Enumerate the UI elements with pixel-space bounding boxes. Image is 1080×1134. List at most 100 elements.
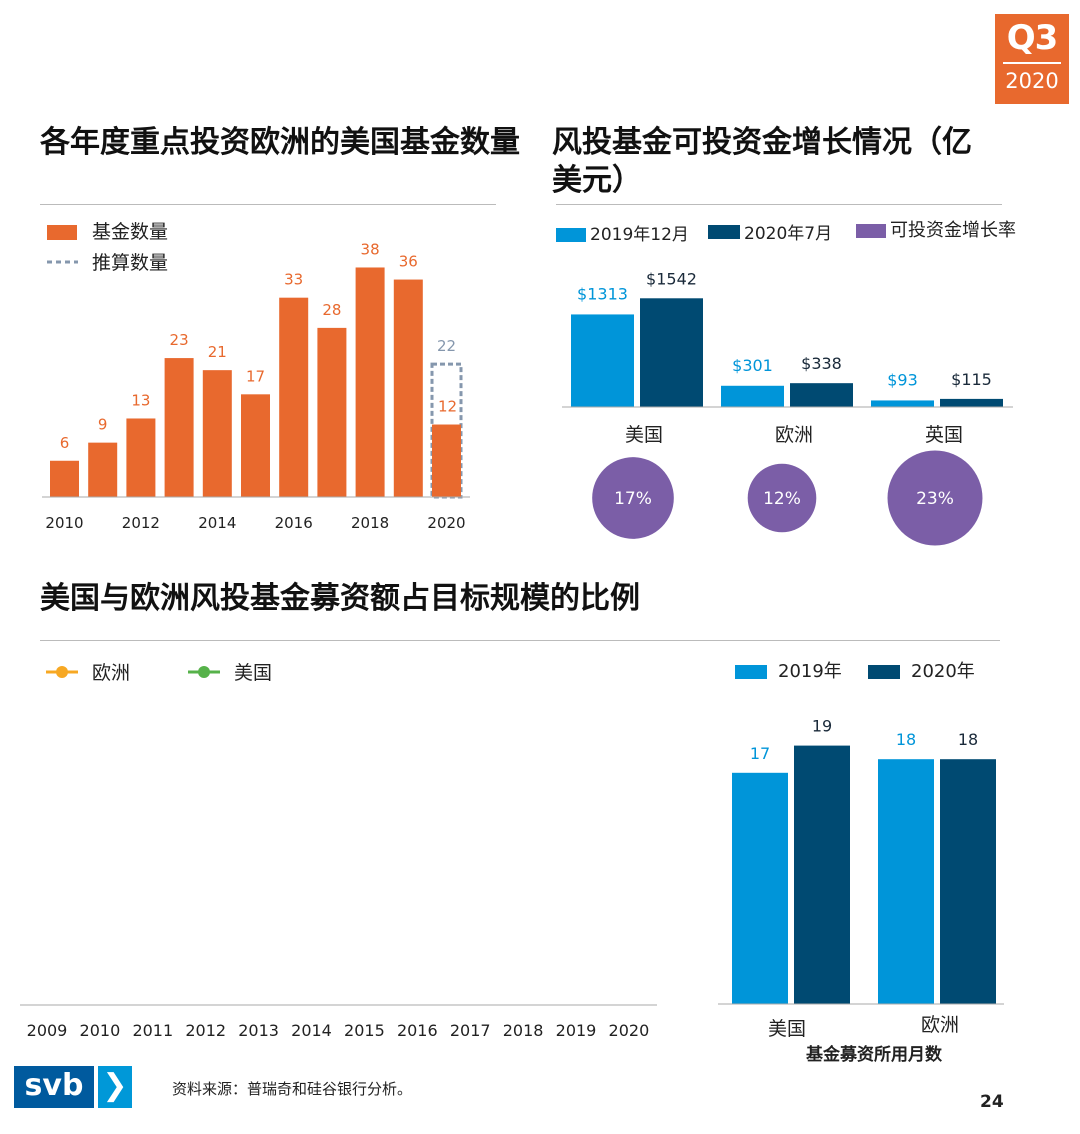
chart1-title: 各年度重点投资欧洲的美国基金数量	[40, 125, 520, 160]
bar-fund-count-label-2014: 21	[208, 343, 227, 361]
bar-fund-count-2017	[317, 327, 347, 497]
legend-jul2020-swatch	[708, 225, 740, 239]
chart2-category-欧洲: 欧洲	[775, 424, 813, 446]
bar-fund-count-2015	[241, 394, 270, 497]
chart3-x-tick-2009: 2009	[27, 1021, 68, 1040]
bar-fund-count-label-2020: 12	[438, 398, 457, 416]
bar-fund-count-2020	[432, 424, 461, 497]
chart3-x-tick-2011: 2011	[132, 1021, 173, 1040]
q3-2020-badge: Q3 2020	[995, 14, 1069, 104]
bar-2020-美国	[794, 745, 850, 1004]
bar-fund-count-2012	[126, 418, 156, 497]
bar-fund-count-2010	[50, 460, 79, 497]
legend-usa-marker	[198, 666, 210, 678]
legend-fund-count-swatch	[47, 225, 77, 240]
chevron-right-icon: ❯	[98, 1066, 132, 1108]
legend-2019-label: 2019年	[778, 661, 842, 682]
bar-fund-count-label-2010: 6	[60, 434, 70, 452]
legend-growth-rate-swatch	[856, 224, 886, 238]
growth-bubble-欧洲	[747, 463, 817, 533]
bar-dec2019-欧洲	[721, 385, 784, 407]
bar-jul2020-欧洲	[790, 383, 853, 407]
growth-bubble-label-欧洲: 12%	[763, 489, 801, 509]
source-note: 资料来源：普瑞奇和硅谷银行分析。	[172, 1080, 413, 1098]
bar-fund-count-2013	[164, 358, 194, 497]
bar-fund-count-2011	[88, 442, 118, 497]
badge-quarter: Q3	[1006, 18, 1059, 58]
legend-fund-count-label: 基金数量	[92, 221, 168, 243]
legend-growth-rate-label: 可投资金增长率	[890, 220, 1016, 241]
chart3-title-rule	[40, 640, 1000, 641]
bar-jul2020-label-英国: $115	[951, 370, 992, 389]
chart1-title-rule	[40, 204, 496, 205]
chart1-x-tick-2016: 2016	[275, 514, 313, 532]
bar-fund-count-label-2019: 36	[399, 253, 418, 271]
svb-logo: svb ❯	[14, 1066, 132, 1108]
chart3-x-tick-2019: 2019	[556, 1021, 597, 1040]
chart3-x-tick-2010: 2010	[80, 1021, 121, 1040]
legend-europe-label: 欧洲	[92, 662, 130, 684]
bar-dec2019-label-美国: $1313	[577, 284, 628, 303]
chart4-x-axis-title: 基金募资所用月数	[805, 1044, 943, 1065]
growth-bubble-label-美国: 17%	[614, 489, 652, 509]
chart2-title-rule	[556, 204, 1002, 205]
chart1-x-tick-2018: 2018	[351, 514, 389, 532]
chart1-x-tick-2010: 2010	[45, 514, 83, 532]
legend-dec2019-label: 2019年12月	[590, 225, 689, 245]
bar-2020-label-欧洲: 18	[958, 730, 978, 749]
chart2-category-美国: 美国	[625, 424, 663, 446]
bar-fund-count-label-2016: 33	[284, 271, 303, 289]
legend-dec2019-swatch	[556, 228, 586, 242]
growth-bubble-美国	[592, 457, 674, 539]
bar-jul2020-label-美国: $1542	[646, 269, 697, 288]
legend-2020-swatch	[868, 665, 900, 679]
bar-2020-欧洲	[940, 759, 996, 1004]
chart3-fundraising-ratio-line-chart: 欧洲 美国 2009 2010 2011 2012 2013 2014 2015 2016 2017…	[20, 662, 657, 1040]
chart3-x-tick-2016: 2016	[397, 1021, 438, 1040]
bar-fund-count-label-2012: 13	[131, 391, 150, 409]
badge-year: 2020	[1005, 69, 1059, 93]
legend-estimate-label: 推算数量	[92, 252, 168, 274]
chart2-category-英国: 英国	[925, 424, 963, 446]
bar-jul2020-美国	[640, 298, 703, 407]
page-number: 24	[980, 1092, 1004, 1112]
bar-2019-美国	[732, 772, 788, 1004]
bar-2019-欧洲	[878, 759, 934, 1004]
svb-logo-text: svb	[14, 1066, 94, 1108]
legend-2020-label: 2020年	[911, 661, 975, 682]
chart3-x-tick-2020: 2020	[609, 1021, 650, 1040]
chart3-x-tick-2017: 2017	[450, 1021, 491, 1040]
bar-fund-count-2014	[202, 370, 232, 497]
bar-2019-label-欧洲: 18	[896, 730, 916, 749]
chart4-category-美国: 美国	[768, 1018, 806, 1040]
bar-dec2019-英国	[871, 400, 934, 407]
bar-fund-count-label-2018: 38	[361, 240, 380, 258]
bar-estimate-label-2020: 22	[437, 337, 456, 355]
chart4-category-欧洲: 欧洲	[921, 1014, 959, 1036]
chart3-x-tick-2015: 2015	[344, 1021, 385, 1040]
bar-2019-label-美国: 17	[750, 744, 770, 763]
chart1-x-tick-2020: 2020	[427, 514, 465, 532]
badge-divider	[1003, 62, 1061, 64]
chart3-title: 美国与欧洲风投基金募资额占目标规模的比例	[40, 581, 640, 616]
legend-usa-label: 美国	[234, 662, 272, 684]
bar-fund-count-2019	[393, 279, 423, 497]
bar-fund-count-label-2011: 9	[98, 416, 108, 434]
legend-europe-marker	[56, 666, 68, 678]
bar-dec2019-美国	[571, 314, 634, 407]
chart1-x-tick-2014: 2014	[198, 514, 236, 532]
bar-fund-count-label-2017: 28	[322, 301, 341, 319]
bar-jul2020-label-欧洲: $338	[801, 354, 842, 373]
chart3-x-tick-2014: 2014	[291, 1021, 332, 1040]
bar-fund-count-label-2013: 23	[170, 331, 189, 349]
bar-fund-count-2018	[355, 267, 385, 497]
bar-jul2020-英国	[940, 398, 1003, 407]
bar-2020-label-美国: 19	[812, 717, 832, 736]
chart3-x-tick-2012: 2012	[185, 1021, 226, 1040]
chart1-x-tick-2012: 2012	[122, 514, 160, 532]
chart2-capital-growth-chart: 2019年12月 2020年7月 可投资金增长率 $1313 $1542 美国 17% $30…	[556, 220, 1016, 546]
chart3-x-tick-2013: 2013	[238, 1021, 279, 1040]
growth-bubble-label-英国: 23%	[916, 489, 954, 509]
